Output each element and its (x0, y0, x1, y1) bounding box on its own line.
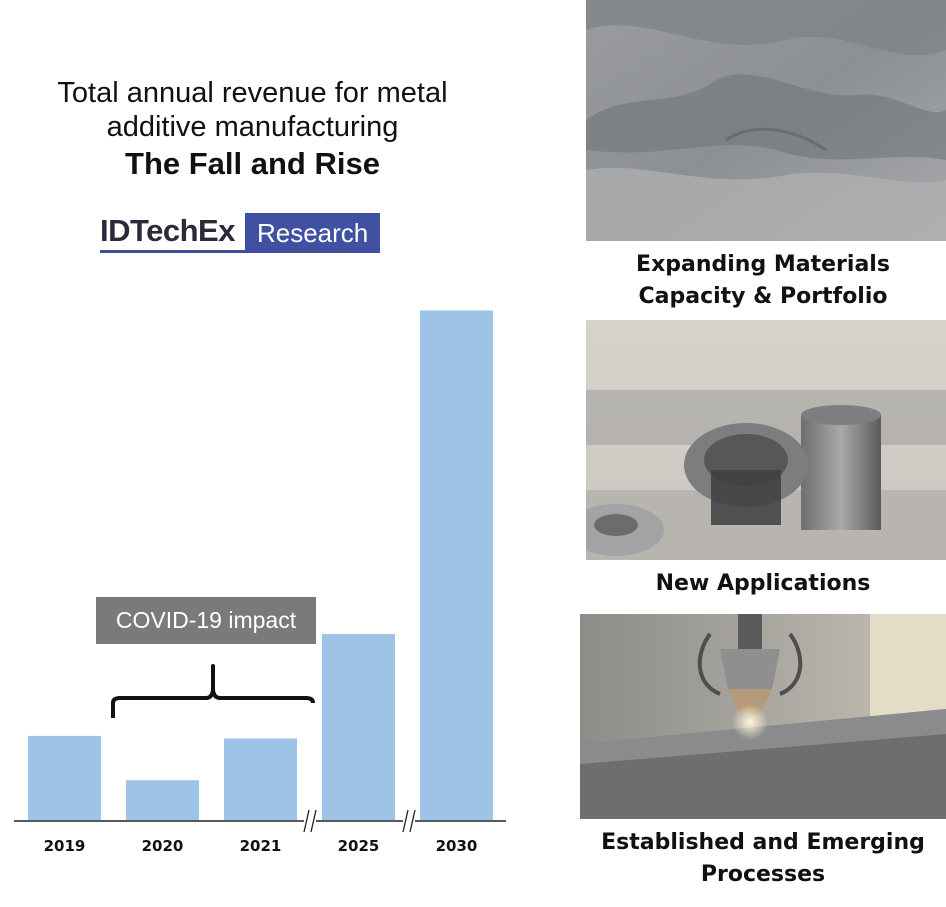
title-bold: The Fall and Rise (125, 146, 380, 181)
panel-3-caption: Established and Emerging Processes (580, 827, 946, 891)
chart-title: Total annual revenue for metal additive … (0, 76, 505, 184)
caption-line: Established and Emerging (601, 830, 925, 855)
bar-2019 (28, 735, 101, 820)
caption-line: New Applications (655, 571, 871, 596)
revenue-bar-chart: 2019 2020 2021 2025 2030 (14, 310, 506, 855)
axis-break-2 (402, 809, 416, 833)
panel-1-caption: Expanding Materials Capacity & Portfolio (586, 249, 940, 313)
axis-break-1 (303, 809, 317, 833)
tick-label-2021: 2021 (240, 837, 282, 855)
covid-impact-label: COVID-19 impact (96, 597, 316, 644)
logo-research-box: Research (244, 213, 381, 253)
laser-deposition-nozzle-photo (580, 614, 946, 819)
tick-label-2025: 2025 (338, 837, 380, 855)
covid-brace (111, 664, 315, 718)
printed-metal-parts-photo (586, 320, 946, 560)
bar-2020 (126, 780, 199, 820)
caption-line: Capacity & Portfolio (638, 284, 888, 309)
title-line-2: additive manufacturing (106, 111, 399, 143)
logo-wordmark: IDTechEx (100, 213, 245, 253)
caption-line: Processes (700, 862, 826, 887)
bar-2025 (322, 634, 395, 820)
idtechex-logo: IDTechEx Research (100, 213, 381, 253)
tick-label-2019: 2019 (44, 837, 86, 855)
metal-powder-photo (586, 0, 946, 241)
title-line-1: Total annual revenue for metal (57, 77, 448, 109)
bar-2030 (420, 310, 493, 820)
tick-label-2020: 2020 (142, 837, 184, 855)
tick-label-2030: 2030 (436, 837, 478, 855)
caption-line: Expanding Materials (636, 252, 890, 277)
panel-2-caption: New Applications (586, 568, 940, 600)
bar-2021 (224, 738, 297, 820)
